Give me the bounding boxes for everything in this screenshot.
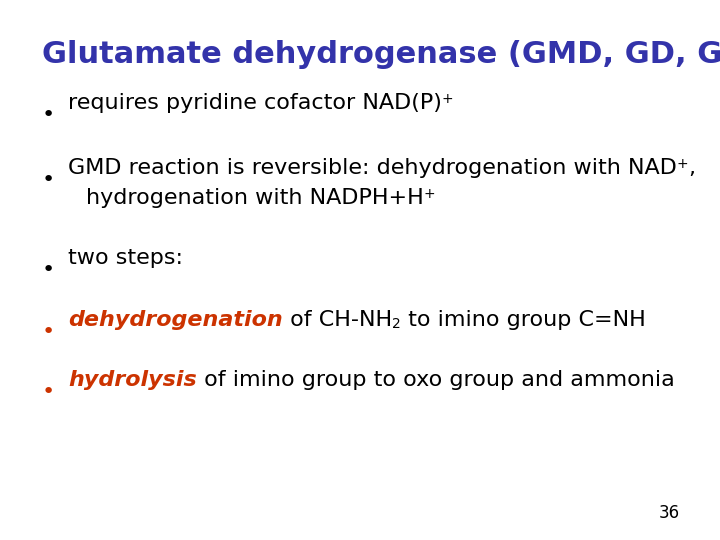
Text: +: + xyxy=(424,187,436,201)
Text: to imino group C=NH: to imino group C=NH xyxy=(400,310,645,330)
Text: •: • xyxy=(42,382,55,402)
Text: •: • xyxy=(42,105,55,125)
Text: Glutamate dehydrogenase (GMD, GD, GDH): Glutamate dehydrogenase (GMD, GD, GDH) xyxy=(42,40,720,69)
Text: +: + xyxy=(442,92,454,106)
Text: hydrolysis: hydrolysis xyxy=(68,370,197,390)
Text: 36: 36 xyxy=(659,504,680,522)
Text: dehydrogenation: dehydrogenation xyxy=(68,310,283,330)
Text: ,: , xyxy=(688,158,696,178)
Text: •: • xyxy=(42,322,55,342)
Text: •: • xyxy=(42,170,55,190)
Text: hydrogenation with NADPH+H: hydrogenation with NADPH+H xyxy=(86,188,424,208)
Text: +: + xyxy=(677,157,688,171)
Text: GMD reaction is reversible: dehydrogenation with NAD: GMD reaction is reversible: dehydrogenat… xyxy=(68,158,677,178)
Text: two steps:: two steps: xyxy=(68,248,183,268)
Text: requires pyridine cofactor NAD(P): requires pyridine cofactor NAD(P) xyxy=(68,93,442,113)
Text: of imino group to oxo group and ammonia: of imino group to oxo group and ammonia xyxy=(197,370,675,390)
Text: •: • xyxy=(42,260,55,280)
Text: 2: 2 xyxy=(392,317,400,331)
Text: of CH-NH: of CH-NH xyxy=(283,310,392,330)
